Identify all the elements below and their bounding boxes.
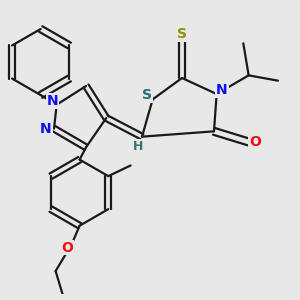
Text: N: N — [216, 83, 228, 97]
Text: N: N — [46, 94, 58, 108]
Text: O: O — [249, 135, 261, 149]
Text: N: N — [40, 122, 52, 136]
Text: S: S — [142, 88, 152, 102]
Text: S: S — [177, 27, 187, 41]
Text: H: H — [133, 140, 143, 153]
Text: O: O — [61, 241, 73, 255]
